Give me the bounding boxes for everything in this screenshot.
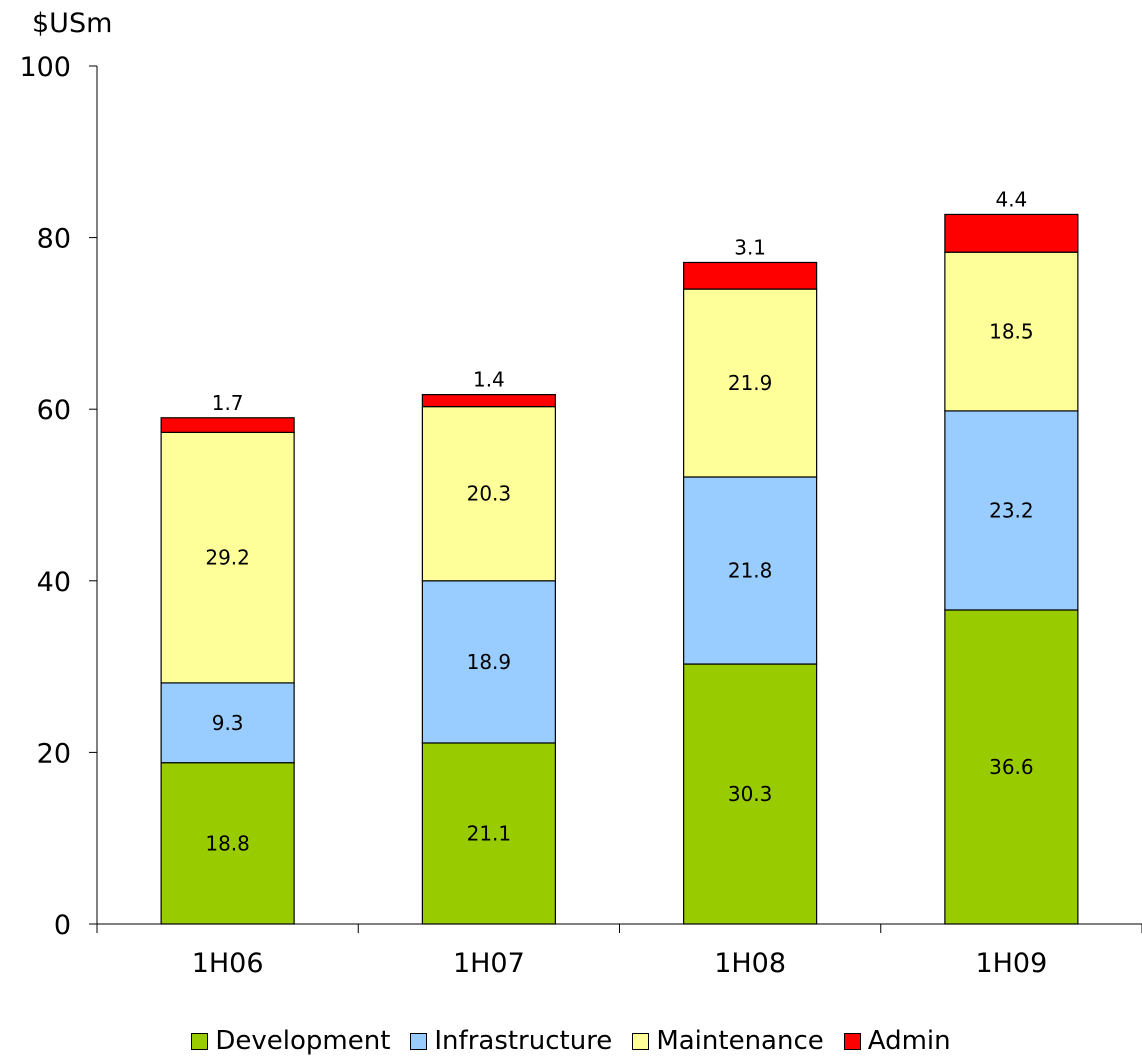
data-label: 18.5 xyxy=(989,320,1034,344)
legend-label: Maintenance xyxy=(656,1026,824,1056)
data-label: 21.1 xyxy=(467,821,512,845)
y-tick-label: 60 xyxy=(37,395,71,426)
y-tick-label: 80 xyxy=(37,224,71,255)
legend-label: Infrastructure xyxy=(434,1026,613,1056)
bar-segment xyxy=(160,431,295,684)
data-label: 21.9 xyxy=(728,371,773,395)
data-label: 1.4 xyxy=(473,368,505,392)
data-label: 36.6 xyxy=(989,755,1034,779)
bar-segment xyxy=(160,417,295,433)
data-label: 29.2 xyxy=(205,546,250,570)
data-label: 30.3 xyxy=(728,782,773,806)
y-axis-label: $USm xyxy=(32,8,113,39)
bar-segment xyxy=(944,213,1079,253)
bar-segment xyxy=(160,762,295,925)
data-label: 23.2 xyxy=(989,498,1034,522)
stacked-bar-chart: 0 20 40 60 80 100 18.8 9.3 29.2 1.7 1H06 21.1 18.9 20… xyxy=(19,52,1142,979)
legend-item: Admin xyxy=(843,1026,951,1056)
x-tick-label: 1H07 xyxy=(453,948,525,979)
chart-legend: Development Infrastructure Maintenance Admi… xyxy=(0,1026,1142,1056)
bar-segment xyxy=(944,251,1079,412)
bar-segment xyxy=(421,580,556,744)
bar-segment xyxy=(421,406,556,582)
bar-segment xyxy=(421,742,556,925)
x-tick-label: 1H09 xyxy=(975,948,1047,979)
data-label: 4.4 xyxy=(995,187,1027,211)
legend-swatch xyxy=(410,1032,428,1050)
bar-segment xyxy=(944,410,1079,611)
legend-swatch xyxy=(191,1032,209,1050)
data-label: 1.7 xyxy=(212,391,244,415)
bar-segment xyxy=(683,476,818,665)
data-label: 3.1 xyxy=(734,235,766,259)
x-tick-label: 1H08 xyxy=(714,948,786,979)
legend-label: Admin xyxy=(867,1026,951,1056)
bar-segment xyxy=(421,394,556,408)
data-label: 21.8 xyxy=(728,559,773,583)
legend-item: Infrastructure xyxy=(410,1026,612,1056)
bar-segment xyxy=(683,288,818,478)
y-tick-label: 100 xyxy=(19,52,71,83)
legend-item: Development xyxy=(191,1026,390,1056)
data-label: 20.3 xyxy=(467,482,512,506)
legend-swatch xyxy=(632,1032,650,1050)
y-tick-label: 0 xyxy=(54,910,71,941)
y-tick-label: 20 xyxy=(37,738,71,769)
x-tick-label: 1H06 xyxy=(192,948,264,979)
data-label: 18.9 xyxy=(467,650,512,674)
bar-segment xyxy=(944,609,1079,925)
legend-swatch xyxy=(843,1032,861,1050)
legend-label: Development xyxy=(215,1026,391,1056)
y-tick-label: 40 xyxy=(37,567,71,598)
legend-item: Maintenance xyxy=(632,1026,824,1056)
data-label: 9.3 xyxy=(212,711,244,735)
bar-segment xyxy=(683,261,818,290)
bar-segment xyxy=(160,682,295,764)
data-label: 18.8 xyxy=(205,831,250,855)
